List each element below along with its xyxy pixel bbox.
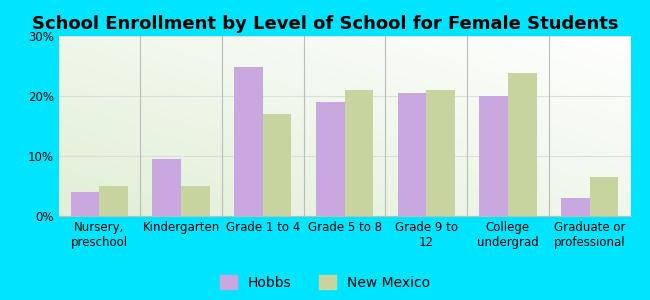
Bar — [590, 177, 618, 216]
Bar — [316, 102, 344, 216]
Bar — [153, 159, 181, 216]
Bar — [71, 192, 99, 216]
Bar — [99, 186, 128, 216]
Bar — [234, 67, 263, 216]
Bar — [426, 90, 455, 216]
Bar — [344, 90, 373, 216]
Legend: Hobbs, New Mexico: Hobbs, New Mexico — [220, 275, 430, 290]
Bar — [479, 96, 508, 216]
Bar — [181, 186, 210, 216]
Bar — [398, 93, 426, 216]
Bar — [561, 198, 590, 216]
Text: School Enrollment by Level of School for Female Students: School Enrollment by Level of School for… — [32, 15, 618, 33]
Bar — [508, 73, 536, 216]
Bar — [263, 114, 291, 216]
